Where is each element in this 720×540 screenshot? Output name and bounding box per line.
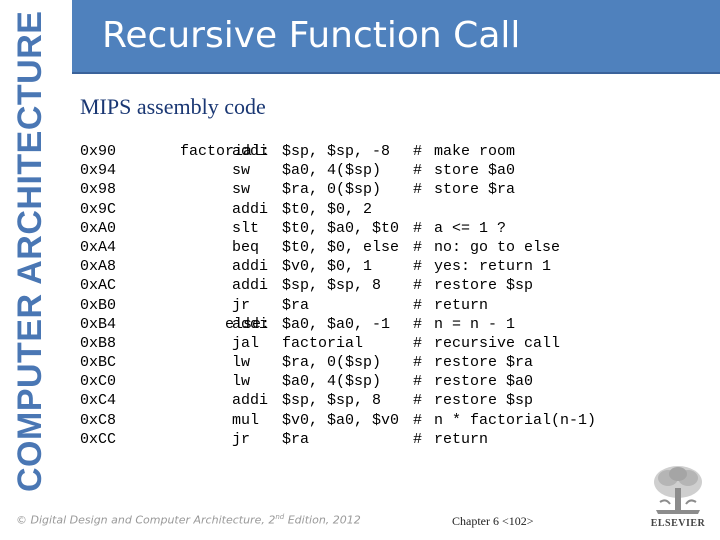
code-operands: $ra, 0($sp) (282, 181, 382, 199)
code-opcode: sw (232, 162, 251, 180)
code-address: 0x94 (80, 162, 117, 180)
code-opcode: addi (232, 277, 269, 295)
elsevier-tree-logo-icon (646, 462, 710, 516)
code-opcode: jr (232, 430, 251, 448)
code-comment: no: go to else (434, 238, 561, 256)
code-comment: restore $a0 (434, 373, 534, 391)
code-comment: yes: return 1 (434, 258, 552, 276)
code-opcode: jal (232, 334, 260, 352)
comment-marker: # (413, 143, 423, 160)
comment-marker: # (413, 238, 423, 256)
code-address: 0x90 (80, 143, 117, 160)
code-operands: $a0, 4($sp) (282, 373, 382, 391)
code-opcode: addi (232, 392, 269, 410)
chapter-page-label: Chapter 6 <102> (452, 514, 534, 528)
code-opcode: mul (232, 411, 260, 429)
code-opcode: beq (232, 238, 260, 256)
comment-marker: # (413, 315, 423, 333)
copyright-footer: © Digital Design and Computer Architectu… (16, 513, 361, 527)
code-comment: recursive call (434, 334, 561, 352)
comment-marker: # (413, 411, 423, 429)
code-comment: n * factorial(n-1) (434, 411, 597, 429)
comment-marker: # (413, 277, 423, 295)
code-operands: $t0, $a0, $t0 (282, 219, 400, 237)
code-opcode: slt (232, 219, 260, 237)
code-operands: $ra (282, 296, 310, 314)
code-address: 0xB0 (80, 296, 117, 314)
code-operands: $ra, 0($sp) (282, 354, 382, 372)
code-address: 0xA8 (80, 258, 117, 276)
code-address: 0xC8 (80, 411, 117, 429)
code-address: 0xA0 (80, 219, 117, 237)
comment-marker: # (413, 258, 423, 276)
code-operands: $a0, $a0, -1 (282, 315, 391, 333)
code-opcode: addi (232, 200, 269, 218)
code-operands: $sp, $sp, 8 (282, 277, 382, 295)
copyright-suffix: Edition, 2012 (284, 513, 361, 527)
code-opcode: jr (232, 296, 251, 314)
code-comment: store $ra (434, 181, 516, 199)
code-comment: n = n - 1 (434, 315, 516, 333)
title-bar: Recursive Function Call (72, 0, 720, 74)
code-comment: return (434, 296, 489, 314)
comment-marker: # (413, 296, 423, 314)
code-address: 0xBC (80, 354, 117, 372)
comment-marker: # (413, 373, 423, 391)
code-comment: restore $sp (434, 392, 534, 410)
code-comment: restore $sp (434, 277, 534, 295)
code-operands: $v0, $a0, $v0 (282, 411, 400, 429)
code-address: 0xB4 (80, 315, 117, 333)
code-address: 0xC0 (80, 373, 117, 391)
code-operands: $v0, $0, 1 (282, 258, 373, 276)
code-opcode: addi (232, 143, 269, 160)
code-address: 0xCC (80, 430, 117, 448)
code-operands: $a0, 4($sp) (282, 162, 382, 180)
code-operands: $t0, $0, else (282, 238, 400, 256)
code-comment: store $a0 (434, 162, 516, 180)
code-address: 0xB8 (80, 334, 117, 352)
code-operands: $sp, $sp, -8 (282, 143, 391, 160)
code-opcode: addi (232, 258, 269, 276)
code-comment: return (434, 430, 489, 448)
code-comment: restore $ra (434, 354, 534, 372)
code-operands: $ra (282, 430, 310, 448)
code-address: 0x98 (80, 181, 117, 199)
code-address: 0x9C (80, 200, 117, 218)
comment-marker: # (413, 162, 423, 180)
slide-subtitle: MIPS assembly code (80, 94, 266, 119)
publisher-logo-text: ELSEVIER (650, 518, 706, 529)
code-opcode: sw (232, 181, 251, 199)
code-label: factorial: (179, 143, 270, 160)
comment-marker: # (413, 334, 423, 352)
code-opcode: lw (232, 373, 251, 391)
slide-title: Recursive Function Call (102, 15, 521, 56)
code-address: 0xAC (80, 277, 117, 295)
comment-marker: # (413, 181, 423, 199)
code-label: else: (224, 315, 270, 333)
code-address: 0xC4 (80, 392, 117, 410)
book-title-vertical: COMPUTER ARCHITECTURE (11, 10, 49, 492)
code-comment: make room (434, 143, 516, 160)
code-operands: factorial (282, 334, 364, 352)
edition-superscript: nd (275, 513, 285, 521)
comment-marker: # (413, 219, 423, 237)
code-comment: a <= 1 ? (434, 219, 507, 237)
code-opcode: addi (232, 315, 269, 333)
code-operands: $sp, $sp, 8 (282, 392, 382, 410)
code-operands: $t0, $0, 2 (282, 200, 373, 218)
copyright-prefix: © Digital Design and Computer Architectu… (16, 513, 276, 527)
comment-marker: # (413, 430, 423, 448)
comment-marker: # (413, 392, 423, 410)
code-opcode: lw (232, 354, 251, 372)
comment-marker: # (413, 354, 423, 372)
code-address: 0xA4 (80, 238, 117, 256)
